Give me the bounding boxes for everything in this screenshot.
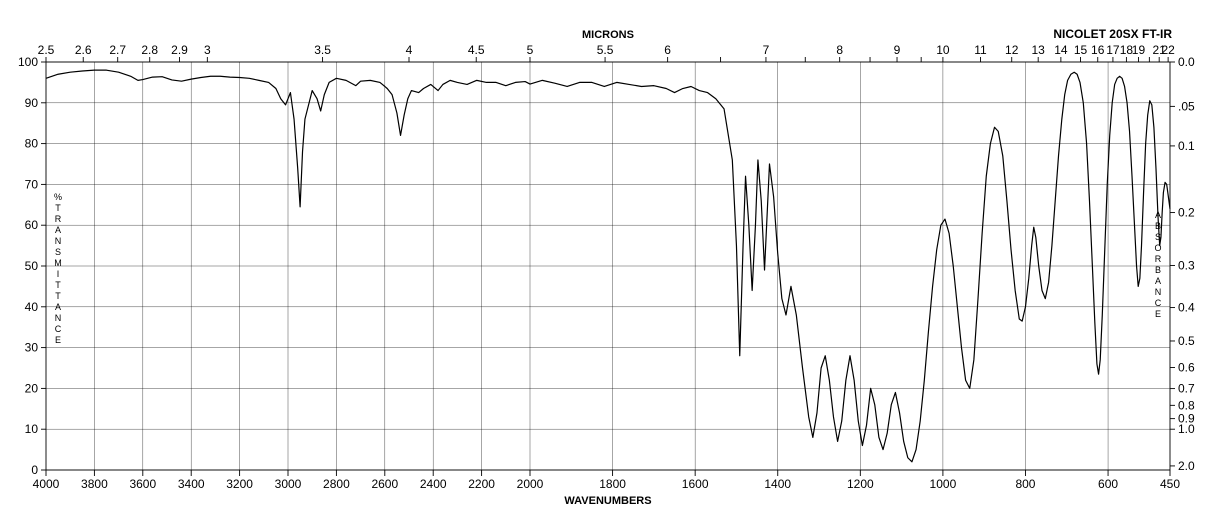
top-xtick-label: 8 [836,43,843,57]
left-axis-char: C [55,324,62,334]
xtick-label: 4000 [33,477,60,491]
top-xtick-label: 4 [406,43,413,57]
left-axis-char: N [55,313,62,323]
top-xtick-label: 10 [936,43,950,57]
xtick-label: 600 [1098,477,1118,491]
top-xtick-label: 14 [1054,43,1068,57]
left-axis-char: N [55,236,62,246]
ytick-right-label: 0.0 [1178,55,1195,69]
left-axis-char: T [55,203,61,213]
left-axis-char: % [54,192,62,202]
xtick-label: 2400 [420,477,447,491]
left-axis-char: T [55,280,61,290]
top-xtick-label: 5 [527,43,534,57]
top-xtick-label: 2.5 [38,43,55,57]
ytick-right-label: 2.0 [1178,459,1195,473]
left-axis-char: S [55,247,61,257]
ytick-right-label: 0.4 [1178,301,1195,315]
top-xtick-label: 15 [1074,43,1088,57]
xtick-label: 1200 [847,477,874,491]
top-xtick-label: 6 [664,43,671,57]
xtick-label: 2200 [468,477,495,491]
top-xtick-label: 17 [1106,43,1120,57]
right-axis-char: B [1155,265,1161,275]
right-axis-char: E [1155,309,1161,319]
ytick-left-label: 80 [25,137,39,151]
ytick-left-label: 100 [18,55,38,69]
left-axis-char: T [55,291,61,301]
xtick-label: 3600 [129,477,156,491]
xtick-label: 1600 [682,477,709,491]
left-axis-char: A [55,302,61,312]
top-xtick-label: 4.5 [468,43,485,57]
bottom-axis-label: WAVENUMBERS [564,495,651,507]
top-xtick-label: 22 [1161,43,1175,57]
ytick-left-label: 40 [25,300,39,314]
right-axis-char: C [1155,298,1162,308]
ytick-right-label: 0.1 [1178,139,1195,153]
top-xtick-label: 13 [1032,43,1046,57]
ytick-right-label: 0.2 [1178,206,1195,220]
ytick-left-label: 70 [25,177,39,191]
right-axis-char: O [1154,243,1161,253]
top-xtick-label: 2.7 [109,43,126,57]
xtick-label: 1800 [599,477,626,491]
xtick-label: 3800 [81,477,108,491]
top-xtick-label: 2.8 [141,43,158,57]
ytick-left-label: 0 [31,463,38,477]
xtick-label: 2000 [517,477,544,491]
chart-bg [0,0,1218,528]
ytick-right-label: 0.6 [1178,361,1195,375]
top-xtick-label: 9 [894,43,901,57]
left-axis-char: A [55,225,61,235]
ytick-right-label: .05 [1178,99,1195,113]
top-xtick-label: 5.5 [597,43,614,57]
ytick-left-label: 50 [25,259,39,273]
ytick-right-label: 0.5 [1178,334,1195,348]
ytick-left-label: 30 [25,341,39,355]
ytick-right-label: 0.3 [1178,259,1195,273]
ytick-left-label: 90 [25,96,39,110]
xtick-label: 800 [1015,477,1035,491]
top-xtick-label: 3.5 [314,43,331,57]
left-axis-char: I [57,269,60,279]
xtick-label: 2800 [323,477,350,491]
ytick-left-label: 10 [25,422,39,436]
xtick-label: 1000 [930,477,957,491]
left-axis-char: M [54,258,62,268]
ytick-right-label: 1.0 [1178,422,1195,436]
top-xtick-label: 16 [1091,43,1105,57]
top-xtick-label: 12 [1005,43,1019,57]
ir-spectrum-chart: 4000380036003400320030002800260024002200… [0,0,1218,528]
right-axis-char: N [1155,287,1162,297]
top-xtick-label: 11 [974,43,987,57]
top-xtick-label: 7 [763,43,770,57]
top-xtick-label: 2.6 [75,43,92,57]
ytick-left-label: 20 [25,381,39,395]
ytick-right-label: 0.8 [1178,398,1195,412]
right-axis-char: A [1155,276,1161,286]
xtick-label: 2600 [371,477,398,491]
top-xtick-label: 19 [1132,43,1146,57]
right-axis-char: R [1155,254,1162,264]
left-axis-char: R [55,214,62,224]
xtick-label: 1400 [764,477,791,491]
top-xtick-label: 3 [204,43,211,57]
xtick-label: 3400 [178,477,205,491]
xtick-label: 3200 [226,477,253,491]
left-axis-char: E [55,335,61,345]
xtick-label: 450 [1160,477,1180,491]
instrument-label: NICOLET 20SX FT-IR [1053,27,1172,41]
ytick-left-label: 60 [25,218,39,232]
xtick-label: 3000 [275,477,302,491]
top-axis-label: MICRONS [582,29,634,41]
top-xtick-label: 2.9 [171,43,188,57]
ytick-right-label: 0.7 [1178,382,1195,396]
